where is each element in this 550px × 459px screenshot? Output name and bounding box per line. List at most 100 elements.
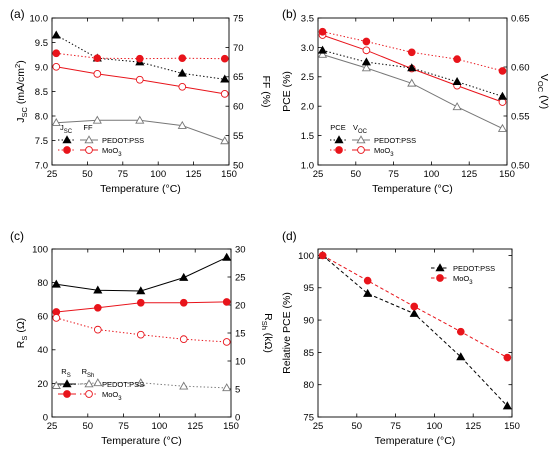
y-axis-title-left: RS (Ω) [15, 318, 29, 348]
data-point [179, 298, 188, 307]
text-run: ) [15, 60, 27, 64]
panel-d: 25 50 75 100 125 150 75 80 85 90 95 100 Temperature … [281, 229, 520, 447]
x-tick-label: 50 [82, 169, 93, 180]
legend-header-2: RSh [82, 367, 95, 379]
data-point [136, 298, 145, 307]
data-point [220, 90, 229, 98]
data-point [135, 54, 144, 63]
data-point [52, 49, 61, 58]
x-tick-label: 100 [426, 421, 442, 432]
data-point [456, 327, 465, 336]
data-point [407, 63, 417, 72]
series-pedotpss [318, 250, 512, 410]
x-axis-title: Temperature (°C) [100, 183, 181, 195]
y-tick-label-left: 0 [43, 412, 48, 423]
data-point [177, 120, 187, 129]
legend-label: MoO3 [102, 390, 122, 402]
panel-label: (d) [282, 229, 297, 243]
data-point [318, 27, 327, 36]
legend-label: PEDOT:PSS [453, 264, 495, 273]
legend-marker [335, 146, 343, 154]
data-point [452, 102, 462, 111]
y-tick-label-right: 20 [235, 300, 246, 311]
legend-header-1: JSC [60, 123, 73, 135]
y-tick-label-right: 75 [233, 13, 244, 24]
data-point [93, 303, 102, 312]
text-run: FF [83, 123, 93, 132]
plot-frame [317, 17, 508, 166]
y-tick-label-right: 65 [233, 72, 244, 83]
text-run: (kΩ) [262, 330, 274, 353]
data-point [498, 98, 507, 106]
y-tick-label-left: 2.0 [301, 102, 314, 113]
text-run: PEDOT:PSS [102, 380, 144, 389]
y-tick-label-right: 0.65 [511, 13, 530, 24]
data-point [93, 70, 102, 78]
y-tick-label-left: 9.5 [35, 38, 48, 49]
x-tick-label: 125 [461, 169, 477, 180]
legend-marker [436, 274, 444, 282]
data-point [502, 401, 512, 410]
y-tick-label-right: 0.55 [511, 111, 530, 122]
series-pce-pedotpss [317, 49, 508, 132]
data-point [497, 123, 508, 132]
series-line [322, 49, 503, 97]
series-rs-pedotpss [51, 252, 232, 295]
text-run: R [262, 313, 274, 321]
y-tick-label-right: 0 [235, 412, 240, 423]
data-point [51, 30, 61, 39]
text-run: R [61, 367, 67, 376]
legend-label: PEDOT:PSS [102, 380, 144, 389]
text-run: 2 [13, 64, 22, 68]
data-point [135, 75, 144, 84]
x-tick-label: 25 [47, 421, 58, 432]
legend-header-2: VOC [353, 123, 368, 135]
data-point [407, 48, 416, 57]
text-run: Relative PCE (%) [281, 292, 293, 374]
legend-marker [62, 379, 72, 388]
legend-label: MoO3 [453, 274, 473, 286]
y-tick-label-left: 80 [303, 380, 314, 391]
data-point [179, 272, 189, 281]
series-line [322, 255, 508, 407]
y-tick-label-right: 30 [235, 244, 246, 255]
y-tick-label-right: 25 [235, 272, 246, 283]
text-run: PEDOT:PSS [102, 136, 144, 145]
series-voc-moo3 [318, 27, 507, 75]
y-tick-label-left: 10.0 [30, 13, 49, 24]
x-tick-label: 50 [352, 421, 363, 432]
y-tick-label-left: 1.0 [301, 160, 314, 171]
panel-c: 25 50 75 100 125 150020406080100051015202530T… [10, 229, 274, 447]
series-ff-pedotpss [51, 115, 230, 145]
y-tick-label-left: 1.5 [301, 131, 314, 142]
series-rsh-pedotpss [51, 378, 232, 392]
x-tick-label: 100 [150, 169, 166, 180]
data-point [361, 57, 371, 66]
x-tick-label: 125 [465, 421, 481, 432]
x-tick-label: 100 [151, 421, 167, 432]
data-point [361, 63, 371, 72]
x-tick-label: 150 [504, 421, 520, 432]
plot-frame [317, 248, 513, 418]
data-point [220, 54, 229, 63]
y-tick-label-right: 15 [235, 328, 246, 339]
text-run: FF (%) [260, 75, 272, 107]
series-rsh-moo3 [52, 314, 231, 346]
data-point [52, 62, 61, 71]
legend-marker [356, 135, 366, 144]
series-voc-pedotpss [317, 45, 508, 100]
data-point [177, 68, 187, 77]
data-point [178, 54, 187, 63]
data-point [222, 338, 231, 346]
legend-marker [63, 146, 71, 154]
legend-marker [84, 379, 94, 388]
series-rs-moo3 [52, 298, 231, 316]
data-point [136, 330, 145, 339]
data-point [453, 55, 461, 64]
data-point [456, 352, 466, 361]
x-tick-label: 125 [187, 421, 203, 432]
panel-label: (a) [10, 7, 25, 21]
y-tick-label-left: 90 [303, 315, 314, 326]
